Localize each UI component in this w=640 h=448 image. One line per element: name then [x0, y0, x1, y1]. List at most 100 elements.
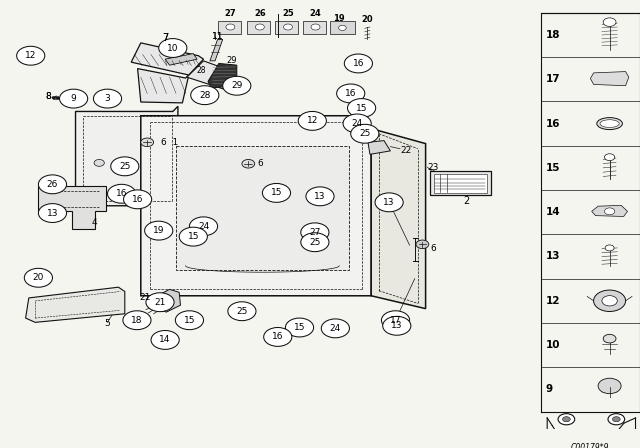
- Text: 8: 8: [46, 91, 51, 100]
- Text: 10: 10: [167, 43, 179, 52]
- Polygon shape: [141, 116, 371, 296]
- Ellipse shape: [600, 120, 620, 128]
- Text: 20: 20: [33, 273, 44, 282]
- Circle shape: [38, 204, 67, 223]
- Text: 26: 26: [47, 180, 58, 189]
- Circle shape: [60, 89, 88, 108]
- Text: 28: 28: [199, 90, 211, 99]
- Circle shape: [189, 217, 218, 236]
- Text: 16: 16: [353, 59, 364, 68]
- Text: 11: 11: [212, 31, 223, 40]
- Circle shape: [52, 96, 56, 99]
- Text: 14: 14: [546, 207, 561, 217]
- Circle shape: [151, 331, 179, 349]
- Circle shape: [604, 18, 616, 26]
- Text: 26: 26: [254, 9, 266, 18]
- Text: 13: 13: [391, 321, 403, 330]
- Text: 15: 15: [184, 316, 195, 325]
- Circle shape: [563, 417, 570, 422]
- Circle shape: [594, 290, 626, 311]
- Circle shape: [339, 25, 346, 30]
- Text: 25: 25: [119, 162, 131, 171]
- Circle shape: [375, 193, 403, 212]
- Circle shape: [56, 96, 60, 99]
- Polygon shape: [371, 129, 426, 309]
- Text: C00179*9: C00179*9: [571, 443, 610, 448]
- Circle shape: [123, 311, 151, 330]
- Polygon shape: [138, 69, 189, 103]
- Circle shape: [416, 240, 429, 249]
- Text: 17: 17: [546, 74, 561, 84]
- Circle shape: [175, 311, 204, 330]
- Text: 25: 25: [309, 238, 321, 247]
- Text: 13: 13: [47, 209, 58, 218]
- Text: 22: 22: [400, 146, 412, 155]
- Polygon shape: [165, 54, 197, 65]
- Circle shape: [255, 24, 264, 30]
- Circle shape: [343, 114, 371, 133]
- Circle shape: [24, 268, 52, 287]
- Circle shape: [226, 24, 235, 30]
- Polygon shape: [368, 141, 390, 154]
- Bar: [430, 172, 491, 195]
- Polygon shape: [208, 64, 237, 88]
- Circle shape: [124, 190, 152, 209]
- Text: 9: 9: [71, 94, 76, 103]
- Text: 15: 15: [271, 189, 282, 198]
- Polygon shape: [156, 289, 180, 312]
- Circle shape: [284, 24, 292, 30]
- Text: 23: 23: [428, 163, 439, 172]
- Circle shape: [228, 302, 256, 321]
- Text: 21: 21: [139, 293, 150, 302]
- Circle shape: [605, 245, 614, 251]
- Circle shape: [64, 96, 68, 99]
- Circle shape: [348, 99, 376, 117]
- Circle shape: [179, 227, 207, 246]
- Circle shape: [262, 184, 291, 202]
- Circle shape: [60, 96, 64, 99]
- Text: 8: 8: [46, 91, 51, 100]
- Circle shape: [383, 316, 411, 335]
- Text: 13: 13: [546, 251, 561, 262]
- Bar: [218, 22, 241, 34]
- Text: 16: 16: [546, 119, 561, 129]
- Circle shape: [311, 24, 320, 30]
- Text: 16: 16: [345, 89, 356, 98]
- Text: 29: 29: [231, 81, 243, 90]
- Circle shape: [145, 221, 173, 240]
- Text: 6: 6: [431, 244, 436, 253]
- Circle shape: [604, 334, 616, 343]
- Circle shape: [558, 414, 575, 425]
- Circle shape: [605, 208, 615, 215]
- Text: 14: 14: [159, 336, 171, 345]
- Text: 15: 15: [546, 163, 561, 173]
- Text: 27: 27: [309, 228, 321, 237]
- Circle shape: [298, 112, 326, 130]
- Circle shape: [301, 233, 329, 252]
- Bar: [247, 22, 270, 34]
- Polygon shape: [38, 186, 106, 229]
- Text: 7: 7: [162, 33, 168, 43]
- Bar: [330, 22, 355, 34]
- Text: 29: 29: [227, 56, 237, 65]
- Circle shape: [285, 318, 314, 337]
- Text: 13: 13: [383, 198, 395, 207]
- Polygon shape: [187, 61, 227, 89]
- Text: 13: 13: [314, 192, 326, 201]
- Text: 10: 10: [546, 340, 561, 350]
- Circle shape: [301, 223, 329, 242]
- Circle shape: [223, 76, 251, 95]
- Text: 19: 19: [333, 13, 345, 22]
- Bar: [591, 429, 610, 439]
- Text: 2: 2: [463, 197, 469, 207]
- Circle shape: [598, 378, 621, 394]
- Text: 28: 28: [197, 66, 206, 75]
- Circle shape: [344, 54, 372, 73]
- Text: 3: 3: [105, 94, 110, 103]
- Circle shape: [381, 311, 410, 330]
- Bar: [275, 22, 298, 34]
- Circle shape: [108, 184, 136, 203]
- Text: 4: 4: [92, 218, 97, 227]
- Text: 24: 24: [351, 119, 363, 128]
- Text: 12: 12: [546, 296, 561, 306]
